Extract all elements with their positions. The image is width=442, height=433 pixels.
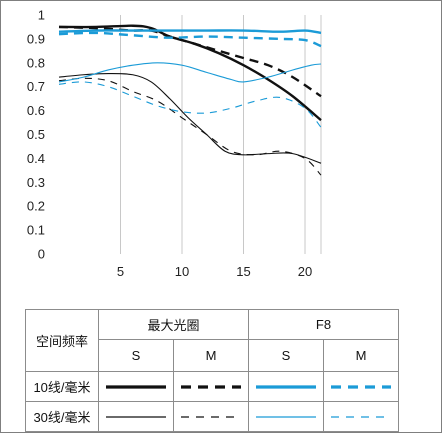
legend-sub-m-max: M [173, 339, 249, 372]
legend-sample-cell [248, 401, 324, 432]
legend-sample-cell [98, 371, 174, 402]
mtf-line-max-aperture-m-10 [58, 25, 322, 98]
y-tick-label: 0.6 [27, 103, 45, 118]
legend-group-max-aperture-label: 最大光圈 [147, 318, 200, 333]
x-tick-label: 10 [175, 264, 189, 279]
y-tick-label: 0.4 [27, 151, 45, 166]
legend-sample-30-m-f8 [331, 415, 391, 418]
legend-group-max-aperture: 最大光圈 [98, 309, 249, 340]
legend-sample-30-m-max [181, 415, 241, 418]
legend-row-10: 10线/毫米 [25, 371, 99, 402]
legend-sub-m-max-label: M [205, 348, 217, 363]
legend-sample-10-m-f8 [331, 384, 391, 389]
legend-sample-10-m-max [181, 384, 241, 389]
legend-sample-cell [173, 371, 249, 402]
legend-sub-s-f8-label: S [281, 348, 291, 363]
legend-sample-cell [248, 371, 324, 402]
y-tick-label: 0.2 [27, 199, 45, 214]
legend-sample-cell [173, 401, 249, 432]
legend-row-30-label: 30线/毫米 [33, 410, 91, 425]
legend-sample-10-s-max [106, 384, 166, 389]
legend-sub-s-f8: S [248, 339, 324, 372]
legend-group-f8-label: F8 [315, 317, 332, 332]
legend-sub-m-f8-label: M [355, 348, 367, 363]
legend-sample-cell [98, 401, 174, 432]
y-tick-label: 0.8 [27, 55, 45, 70]
legend-table: 空间频率 最大光圈 F8 S M S M 10线/毫米 30线/毫米 [25, 309, 399, 432]
grid-lines [120, 15, 322, 254]
mtf-line-max-aperture-s-30 [58, 73, 322, 164]
x-tick-label: 15 [236, 264, 250, 279]
legend-sample-cell [323, 401, 399, 432]
y-tick-label: 0.7 [27, 79, 45, 94]
y-tick-label: 0.5 [27, 127, 45, 142]
mtf-chart: 00.10.20.30.40.50.60.70.80.915 10 15 20 [27, 8, 322, 280]
x-tick-label: 5 [117, 264, 124, 279]
legend-sample-cell [323, 371, 399, 402]
y-tick-label: 1 [38, 8, 45, 23]
tick-labels: 00.10.20.30.40.50.60.70.80.915 10 15 20 [27, 8, 312, 280]
legend-sub-m-f8: M [323, 339, 399, 372]
legend-group-f8: F8 [248, 309, 399, 340]
y-tick-label: 0.1 [27, 223, 45, 238]
legend-sample-30-s-f8 [256, 415, 316, 418]
mtf-line-f8-m-10 [58, 31, 322, 48]
mtf-line-f8-s-10 [58, 29, 322, 35]
legend-sub-s-max: S [98, 339, 174, 372]
y-tick-label: 0.3 [27, 175, 45, 190]
legend-sample-30-s-max [106, 415, 166, 418]
legend-header-cell: 空间频率 [25, 309, 99, 372]
mtf-line-f8-s-30 [58, 62, 322, 83]
x-tick-label: 20 [298, 264, 312, 279]
y-tick-label: 0.9 [27, 31, 45, 46]
legend-header-label: 空间频率 [35, 334, 88, 349]
y-tick-label: 0 [38, 247, 45, 262]
mtf-curves [58, 24, 322, 176]
legend-row-10-label: 10线/毫米 [33, 380, 91, 395]
legend-sub-s-max-label: S [131, 348, 141, 363]
mtf-line-max-aperture-m-30 [58, 77, 322, 176]
legend-row-30: 30线/毫米 [25, 401, 99, 432]
legend-sample-10-s-f8 [256, 384, 316, 389]
